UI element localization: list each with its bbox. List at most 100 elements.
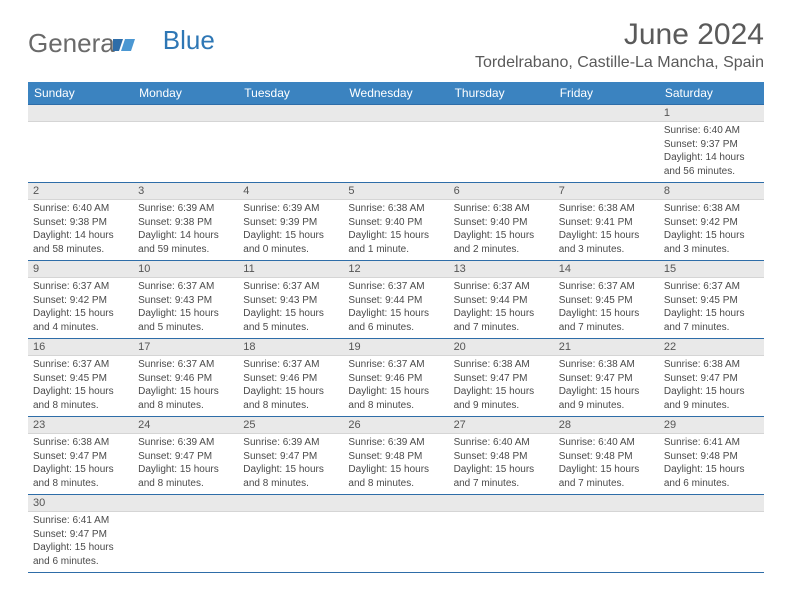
- calendar-day-cell: 26Sunrise: 6:39 AMSunset: 9:48 PMDayligh…: [343, 417, 448, 495]
- calendar-day-cell: 12Sunrise: 6:37 AMSunset: 9:44 PMDayligh…: [343, 261, 448, 339]
- calendar-day-cell: 29Sunrise: 6:41 AMSunset: 9:48 PMDayligh…: [659, 417, 764, 495]
- calendar-day-cell: 3Sunrise: 6:39 AMSunset: 9:38 PMDaylight…: [133, 183, 238, 261]
- calendar-day-cell: 2Sunrise: 6:40 AMSunset: 9:38 PMDaylight…: [28, 183, 133, 261]
- calendar-week-row: 9Sunrise: 6:37 AMSunset: 9:42 PMDaylight…: [28, 261, 764, 339]
- day-sun-data: Sunrise: 6:37 AMSunset: 9:45 PMDaylight:…: [554, 278, 659, 338]
- day-number: 24: [133, 417, 238, 434]
- calendar-day-cell: 6Sunrise: 6:38 AMSunset: 9:40 PMDaylight…: [449, 183, 554, 261]
- day-number: 9: [28, 261, 133, 278]
- day-number-empty: [554, 105, 659, 122]
- day-sun-data: Sunrise: 6:40 AMSunset: 9:38 PMDaylight:…: [28, 200, 133, 260]
- day-number: 23: [28, 417, 133, 434]
- calendar-day-cell: 27Sunrise: 6:40 AMSunset: 9:48 PMDayligh…: [449, 417, 554, 495]
- day-sun-data: Sunrise: 6:38 AMSunset: 9:40 PMDaylight:…: [343, 200, 448, 260]
- day-sun-data: Sunrise: 6:38 AMSunset: 9:40 PMDaylight:…: [449, 200, 554, 260]
- flag-icon: [113, 37, 135, 53]
- day-sun-data: Sunrise: 6:40 AMSunset: 9:48 PMDaylight:…: [554, 434, 659, 494]
- day-number-empty: [343, 105, 448, 122]
- day-number-empty: [659, 495, 764, 512]
- header: Genera Blue June 2024 Tordelrabano, Cast…: [0, 0, 792, 76]
- day-number-empty: [28, 105, 133, 122]
- day-number: 8: [659, 183, 764, 200]
- calendar-day-cell: [554, 495, 659, 573]
- day-number-empty: [449, 495, 554, 512]
- day-sun-data: Sunrise: 6:37 AMSunset: 9:45 PMDaylight:…: [659, 278, 764, 338]
- location: Tordelrabano, Castille-La Mancha, Spain: [475, 54, 764, 72]
- weekday-header: Thursday: [449, 82, 554, 105]
- day-sun-data: Sunrise: 6:39 AMSunset: 9:38 PMDaylight:…: [133, 200, 238, 260]
- day-sun-data: Sunrise: 6:37 AMSunset: 9:43 PMDaylight:…: [238, 278, 343, 338]
- day-number: 16: [28, 339, 133, 356]
- calendar-day-cell: 9Sunrise: 6:37 AMSunset: 9:42 PMDaylight…: [28, 261, 133, 339]
- calendar-day-cell: 13Sunrise: 6:37 AMSunset: 9:44 PMDayligh…: [449, 261, 554, 339]
- calendar-day-cell: [449, 495, 554, 573]
- day-number: 30: [28, 495, 133, 512]
- calendar-day-cell: 15Sunrise: 6:37 AMSunset: 9:45 PMDayligh…: [659, 261, 764, 339]
- calendar-day-cell: [449, 105, 554, 183]
- calendar-day-cell: 21Sunrise: 6:38 AMSunset: 9:47 PMDayligh…: [554, 339, 659, 417]
- logo: Genera Blue: [28, 18, 215, 59]
- day-number-empty: [449, 105, 554, 122]
- day-sun-data: Sunrise: 6:37 AMSunset: 9:46 PMDaylight:…: [238, 356, 343, 416]
- calendar-day-cell: 1Sunrise: 6:40 AMSunset: 9:37 PMDaylight…: [659, 105, 764, 183]
- calendar-week-row: 2Sunrise: 6:40 AMSunset: 9:38 PMDaylight…: [28, 183, 764, 261]
- day-sun-data: Sunrise: 6:38 AMSunset: 9:41 PMDaylight:…: [554, 200, 659, 260]
- day-sun-data: Sunrise: 6:38 AMSunset: 9:47 PMDaylight:…: [28, 434, 133, 494]
- calendar-day-cell: [133, 495, 238, 573]
- weekday-header: Sunday: [28, 82, 133, 105]
- calendar-day-cell: 7Sunrise: 6:38 AMSunset: 9:41 PMDaylight…: [554, 183, 659, 261]
- calendar-day-cell: 19Sunrise: 6:37 AMSunset: 9:46 PMDayligh…: [343, 339, 448, 417]
- day-number: 22: [659, 339, 764, 356]
- day-sun-data: Sunrise: 6:40 AMSunset: 9:48 PMDaylight:…: [449, 434, 554, 494]
- calendar-day-cell: 5Sunrise: 6:38 AMSunset: 9:40 PMDaylight…: [343, 183, 448, 261]
- calendar-day-cell: [343, 105, 448, 183]
- day-sun-data: Sunrise: 6:39 AMSunset: 9:47 PMDaylight:…: [133, 434, 238, 494]
- day-number: 3: [133, 183, 238, 200]
- calendar-day-cell: 16Sunrise: 6:37 AMSunset: 9:45 PMDayligh…: [28, 339, 133, 417]
- logo-text-general: Genera: [28, 28, 115, 59]
- day-sun-data: Sunrise: 6:41 AMSunset: 9:48 PMDaylight:…: [659, 434, 764, 494]
- day-number: 14: [554, 261, 659, 278]
- calendar-week-row: 1Sunrise: 6:40 AMSunset: 9:37 PMDaylight…: [28, 105, 764, 183]
- day-number: 10: [133, 261, 238, 278]
- day-number: 4: [238, 183, 343, 200]
- calendar-day-cell: 4Sunrise: 6:39 AMSunset: 9:39 PMDaylight…: [238, 183, 343, 261]
- day-number-empty: [343, 495, 448, 512]
- day-sun-data: Sunrise: 6:38 AMSunset: 9:47 PMDaylight:…: [554, 356, 659, 416]
- day-number: 19: [343, 339, 448, 356]
- calendar-day-cell: 14Sunrise: 6:37 AMSunset: 9:45 PMDayligh…: [554, 261, 659, 339]
- calendar-day-cell: [343, 495, 448, 573]
- calendar-day-cell: [554, 105, 659, 183]
- day-number-empty: [133, 105, 238, 122]
- calendar-day-cell: 24Sunrise: 6:39 AMSunset: 9:47 PMDayligh…: [133, 417, 238, 495]
- calendar-day-cell: 8Sunrise: 6:38 AMSunset: 9:42 PMDaylight…: [659, 183, 764, 261]
- day-sun-data: Sunrise: 6:37 AMSunset: 9:46 PMDaylight:…: [343, 356, 448, 416]
- month-title: June 2024: [475, 18, 764, 52]
- day-number: 18: [238, 339, 343, 356]
- calendar-table: Sunday Monday Tuesday Wednesday Thursday…: [28, 82, 764, 573]
- calendar-day-cell: [659, 495, 764, 573]
- day-number: 27: [449, 417, 554, 434]
- day-sun-data: Sunrise: 6:38 AMSunset: 9:47 PMDaylight:…: [449, 356, 554, 416]
- weekday-header: Monday: [133, 82, 238, 105]
- calendar-day-cell: 22Sunrise: 6:38 AMSunset: 9:47 PMDayligh…: [659, 339, 764, 417]
- day-number: 28: [554, 417, 659, 434]
- calendar-day-cell: [28, 105, 133, 183]
- day-sun-data: Sunrise: 6:37 AMSunset: 9:42 PMDaylight:…: [28, 278, 133, 338]
- day-sun-data: Sunrise: 6:39 AMSunset: 9:48 PMDaylight:…: [343, 434, 448, 494]
- day-number: 15: [659, 261, 764, 278]
- day-number-empty: [238, 495, 343, 512]
- day-sun-data: Sunrise: 6:37 AMSunset: 9:44 PMDaylight:…: [343, 278, 448, 338]
- calendar-day-cell: 30Sunrise: 6:41 AMSunset: 9:47 PMDayligh…: [28, 495, 133, 573]
- calendar-day-cell: 17Sunrise: 6:37 AMSunset: 9:46 PMDayligh…: [133, 339, 238, 417]
- calendar-week-row: 30Sunrise: 6:41 AMSunset: 9:47 PMDayligh…: [28, 495, 764, 573]
- day-sun-data: Sunrise: 6:38 AMSunset: 9:42 PMDaylight:…: [659, 200, 764, 260]
- weekday-header: Tuesday: [238, 82, 343, 105]
- calendar-day-cell: 20Sunrise: 6:38 AMSunset: 9:47 PMDayligh…: [449, 339, 554, 417]
- day-sun-data: Sunrise: 6:40 AMSunset: 9:37 PMDaylight:…: [659, 122, 764, 182]
- day-number: 25: [238, 417, 343, 434]
- day-number: 1: [659, 105, 764, 122]
- day-number: 5: [343, 183, 448, 200]
- title-block: June 2024 Tordelrabano, Castille-La Manc…: [475, 18, 764, 72]
- day-number: 21: [554, 339, 659, 356]
